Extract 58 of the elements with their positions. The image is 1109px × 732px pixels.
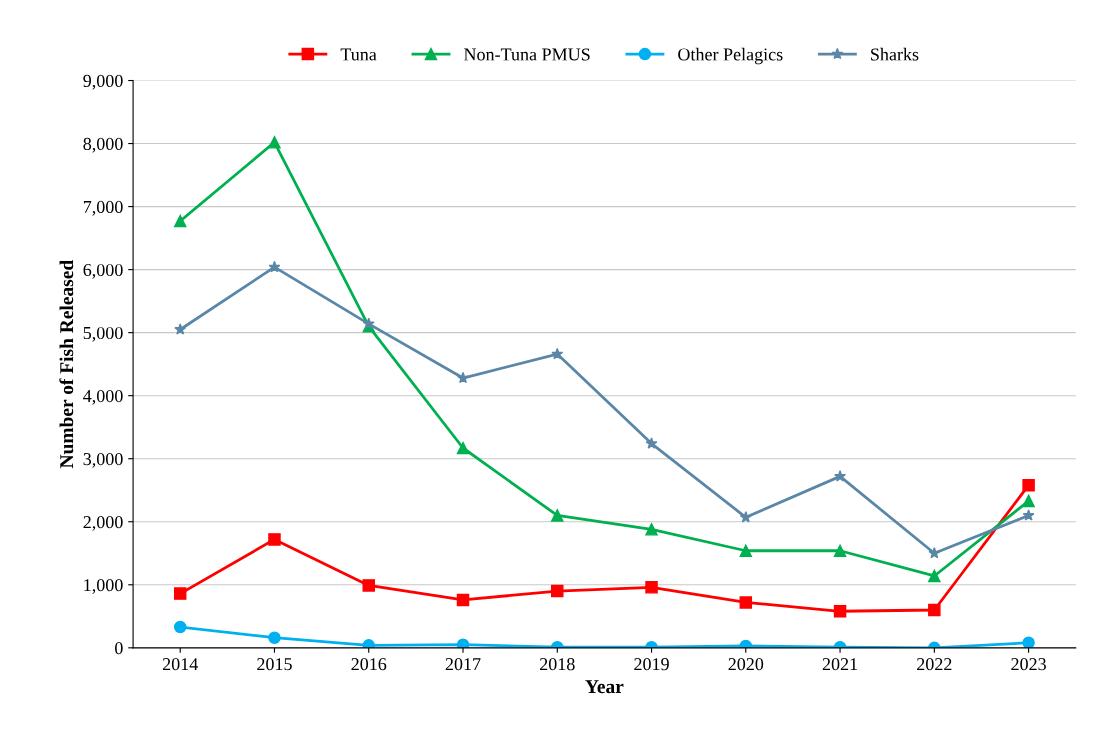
legend-label: Other Pelagics [678, 47, 783, 65]
point [456, 593, 470, 607]
point [1022, 478, 1035, 492]
point [551, 509, 564, 522]
y-tick-label: 5,000 [83, 326, 123, 342]
legend-label: Non-Tuna PMUS [464, 48, 590, 61]
x-axis-title: Year [585, 680, 624, 694]
x-tick-label: 2021 [822, 658, 858, 671]
y-tick-label: 2,000 [83, 516, 123, 531]
point [928, 547, 941, 559]
point [1022, 509, 1035, 521]
point [928, 603, 941, 617]
point [645, 437, 658, 449]
legend-label: Sharks [871, 47, 919, 61]
point [551, 584, 564, 598]
point [645, 523, 658, 536]
point [268, 533, 281, 546]
x-tick-label: 2023 [1011, 658, 1046, 671]
y-tick-label: 9,000 [83, 74, 123, 90]
x-tick-label: 2017 [445, 658, 481, 671]
point [551, 347, 564, 360]
legend-label: Tuna [340, 48, 377, 61]
point [457, 371, 469, 384]
point [1022, 494, 1035, 508]
y-axis-title: Number of Fish Released [59, 260, 74, 469]
point [362, 579, 375, 592]
point [928, 569, 941, 583]
point [739, 596, 753, 609]
y-tick-label: 7,000 [83, 200, 123, 216]
point [1022, 636, 1035, 648]
point [173, 620, 187, 634]
x-tick-label: 2015 [257, 658, 292, 671]
x-tick-label: 2018 [540, 658, 575, 671]
point [645, 581, 658, 594]
y-tick-label: 1,000 [84, 579, 123, 594]
y-tick-label: 6,000 [83, 263, 123, 279]
x-tick-label: 2019 [634, 658, 669, 671]
x-tick-label: 2020 [728, 658, 764, 671]
point [833, 605, 847, 618]
x-tick-label: 2014 [162, 658, 198, 671]
point [456, 638, 470, 648]
point [173, 587, 187, 600]
point [268, 136, 281, 149]
point [739, 544, 753, 557]
y-tick-label: 8,000 [83, 137, 123, 153]
point [174, 323, 187, 335]
y-tick-label: 4,000 [83, 389, 123, 405]
y-tick-label: 3,000 [83, 452, 123, 468]
point [456, 441, 470, 455]
point [739, 511, 752, 523]
point [268, 631, 281, 644]
point [833, 544, 847, 557]
x-tick-label: 2016 [351, 658, 387, 671]
y-tick-label: 0 [115, 642, 123, 655]
point [834, 470, 847, 482]
x-tick-label: 2022 [917, 658, 952, 671]
point [173, 214, 187, 228]
point [268, 260, 281, 273]
